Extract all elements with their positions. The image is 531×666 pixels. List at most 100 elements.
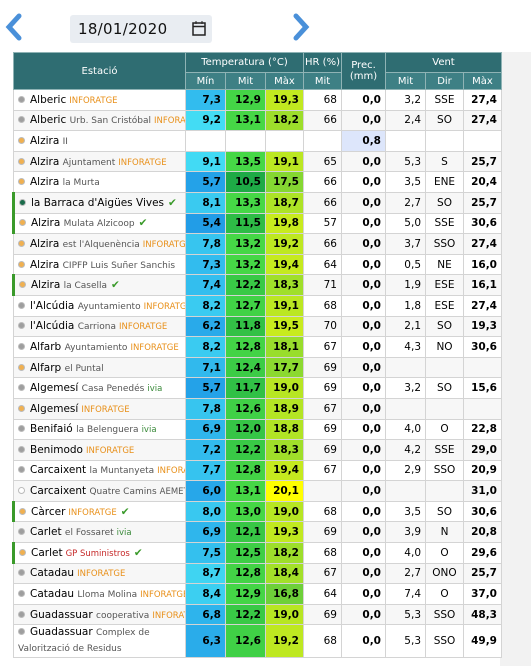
value-cell: 66	[303, 233, 342, 255]
status-dot	[18, 136, 25, 144]
value-cell: 12,9	[225, 89, 266, 111]
value-cell: 0,0	[341, 150, 386, 173]
date-picker[interactable]: 18/01/2020	[70, 15, 212, 43]
value-cell: 3,5	[385, 500, 426, 523]
value-cell: 13,5	[225, 150, 266, 173]
value-cell: 13,1	[225, 480, 266, 502]
value-cell: O	[425, 542, 464, 564]
station-row: Alfarp el Puntal 7,1 12,4 17,7 69 0,0	[13, 356, 502, 379]
value-cell: 29,6	[463, 542, 502, 564]
value-cell: 20,9	[463, 459, 502, 482]
value-cell: O	[425, 418, 464, 441]
value-cell: 0,0	[341, 459, 386, 482]
calendar-icon[interactable]	[192, 21, 206, 36]
value-cell: 0,0	[341, 109, 386, 132]
value-cell: 19,4	[265, 253, 304, 276]
value-cell: 22,8	[463, 418, 502, 441]
value-cell: 0,0	[341, 233, 386, 255]
value-cell: 0,0	[341, 439, 386, 461]
station-row: Benimodo INFORATGE 7,2 12,2 18,3 69 0,0 4,2 SSE 2…	[13, 439, 502, 461]
value-cell: 12,2	[225, 274, 266, 296]
value-cell: 1,9	[385, 274, 426, 296]
station-detail: el Fossaret	[64, 528, 114, 539]
value-cell: 18,2	[265, 109, 304, 132]
station-detail: el Puntal	[64, 363, 104, 374]
value-cell: 5,7	[185, 171, 226, 193]
value-cell: 8,2	[185, 336, 226, 358]
value-cell: 19,1	[265, 294, 304, 317]
station-name: Carlet	[30, 526, 62, 539]
station-detail: CIPFP Luis Suñer Sanchis	[62, 260, 176, 271]
value-cell: 12,1	[225, 521, 266, 544]
value-cell: 6,2	[185, 315, 226, 338]
status-dot	[19, 548, 26, 556]
station-row: Guadassuar cooperativaINFORATGE6,812,219…	[13, 603, 502, 626]
value-cell	[303, 480, 342, 502]
value-cell: 12,6	[225, 624, 266, 659]
status-dot	[18, 322, 25, 330]
value-cell	[385, 397, 426, 420]
value-cell: 69	[303, 356, 342, 379]
value-cell: 68	[303, 542, 342, 564]
station-cell: Càrcer INFORATGE ✔	[12, 500, 186, 523]
station-cell: Alzira Ajuntament INFORATGE	[13, 150, 186, 173]
header: Estació	[13, 52, 186, 90]
value-cell: 6,0	[185, 480, 226, 502]
next-day[interactable]	[291, 12, 311, 42]
value-cell: 0,0	[341, 397, 386, 420]
source-tag: INFORATGE	[69, 95, 118, 106]
header: HR (%)	[303, 52, 342, 73]
value-cell: 12,7	[225, 294, 266, 317]
value-cell: 12,9	[225, 583, 266, 605]
value-cell: 68	[303, 89, 342, 111]
value-cell: 7,1	[185, 356, 226, 379]
station-cell: Alzira CIPFP Luis Suñer Sanchis	[13, 253, 186, 276]
station-row: Càrcer INFORATGE ✔ 8,0 13,0 19,0 68 0,0 3,5 SO 30,…	[12, 500, 502, 523]
subheader: Màx	[265, 72, 304, 90]
value-cell: 18,2	[265, 542, 304, 564]
value-cell: S	[425, 150, 464, 173]
value-cell: 12,8	[225, 459, 266, 482]
header: Temperatura (°C)	[185, 52, 304, 73]
station-cell: Catadau INFORATGE	[13, 562, 186, 585]
source-tag: ivia	[147, 384, 163, 395]
value-cell: 4,0	[385, 542, 426, 564]
station-name: Carlet	[31, 546, 63, 559]
value-cell	[385, 130, 426, 152]
value-cell: 19,4	[265, 459, 304, 482]
prev-day[interactable]	[4, 12, 24, 42]
station-name: Guadassuar	[30, 626, 93, 639]
station-detail: la Belenguera	[76, 425, 139, 436]
station-cell: Alzira II	[13, 130, 186, 152]
value-cell: ESE	[425, 294, 464, 317]
status-dot	[18, 425, 25, 433]
station-row: Alzira la Murta 5,7 10,5 17,5 66 0,0 3,5 ENE 20,…	[13, 171, 502, 193]
value-cell: 0,0	[341, 603, 386, 626]
value-cell: 11,8	[225, 315, 266, 338]
station-name: Benimodo	[30, 443, 83, 456]
table-body: Alberic INFORATGE 7,3 12,9 19,3 68 0,0 3,2 SSE 27…	[12, 89, 502, 659]
source-tag: AEMET	[159, 487, 185, 498]
value-cell: 69	[303, 418, 342, 441]
value-cell: 0,0	[341, 294, 386, 317]
value-cell: 5,3	[385, 150, 426, 173]
value-cell: 18,7	[265, 191, 304, 214]
station-name: Catadau	[30, 567, 75, 580]
value-cell	[385, 480, 426, 502]
side-area	[500, 52, 531, 666]
value-cell: 0,0	[341, 336, 386, 358]
value-cell: 16,0	[463, 253, 502, 276]
value-cell: 31,0	[463, 480, 502, 502]
value-cell: 12,5	[225, 542, 266, 564]
value-cell: 27,4	[463, 294, 502, 317]
value-cell: 25,7	[463, 191, 502, 214]
verified-check: ✔	[138, 217, 148, 230]
value-cell: N	[425, 521, 464, 544]
station-name: Alzira	[31, 279, 61, 292]
value-cell: 7,3	[185, 253, 226, 276]
value-cell: 27,4	[463, 109, 502, 132]
value-cell: 1,8	[385, 294, 426, 317]
subheader: Mín	[185, 72, 226, 90]
status-dot	[18, 260, 25, 268]
